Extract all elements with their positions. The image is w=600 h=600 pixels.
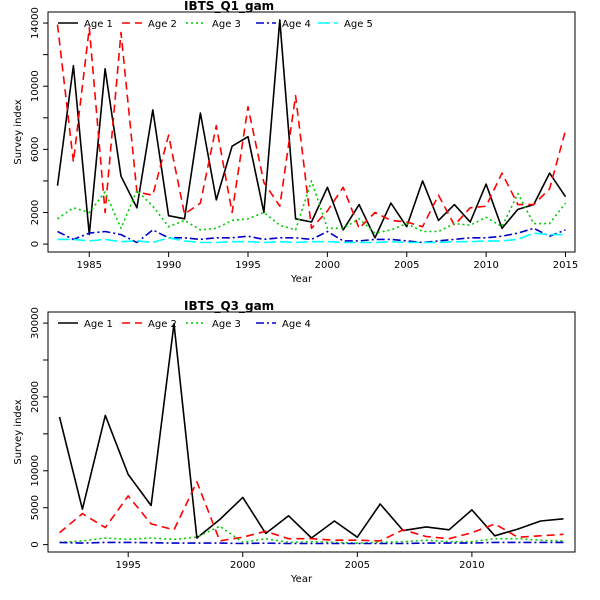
x-tick-label: 2015 [553,260,578,271]
legend-label: Age 3 [212,19,241,30]
y-tick-label: 10000 [30,455,41,487]
x-tick-label: 2000 [230,560,255,571]
chart-title: IBTS_Q3_gam [184,299,274,314]
plot-frame [47,11,576,253]
x-axis-label: Year [290,274,313,285]
series-line-age-2 [56,24,567,230]
x-tick-label: 2005 [394,260,419,271]
x-tick-label: 1995 [115,560,140,571]
x-tick-label: 2010 [459,560,484,571]
legend-label: Age 1 [84,319,113,330]
chart-panel-1: IBTS_Q1_gam 1985 1990 1995 2000 2005 2010 2015 0… [13,0,578,285]
legend-label: Age 2 [148,19,177,30]
legend-label: Age 1 [84,19,113,30]
x-tick-label: 2010 [473,260,498,271]
x-tick-label: 1985 [77,260,102,271]
chart-panel-2: IBTS_Q3_gam 1995 2000 2005 2010 0 5000 10000 200… [13,299,576,585]
x-tick-label: 1990 [156,260,181,271]
series-line-age-2 [58,480,564,542]
x-tick-label: 2005 [345,560,370,571]
series-line-age-5 [57,232,566,244]
y-tick-label: 0 [30,241,41,247]
chart-title: IBTS_Q1_gam [184,0,274,14]
y-tick-label: 20000 [30,381,41,413]
y-tick-label: 0 [30,541,41,547]
plot-frame [47,311,576,553]
y-axis-label: Survey index [13,399,24,464]
y-tick-label: 10000 [30,70,41,102]
y-tick-label: 30000 [30,307,41,339]
y-tick-label: 2000 [30,200,41,225]
legend-label: Age 5 [344,19,373,30]
x-tick-label: 2000 [315,260,340,271]
x-axis-label: Year [290,574,313,585]
y-tick-label: 6000 [30,137,41,162]
legend-label: Age 2 [148,319,177,330]
legend-label: Age 3 [212,319,241,330]
legend-label: Age 4 [282,319,311,330]
y-tick-label: 5000 [30,495,41,520]
series-line-age-4 [59,541,564,545]
series-line-age-3 [57,180,567,234]
legend-label: Age 4 [282,19,311,30]
series-line-age-1 [58,322,564,539]
series-line-age-1 [56,19,567,239]
series-line-age-4 [57,227,566,244]
y-tick-label: 14000 [30,7,41,39]
y-axis-label: Survey index [13,99,24,164]
series-line-age-3 [59,525,564,544]
x-tick-label: 1995 [235,260,260,271]
